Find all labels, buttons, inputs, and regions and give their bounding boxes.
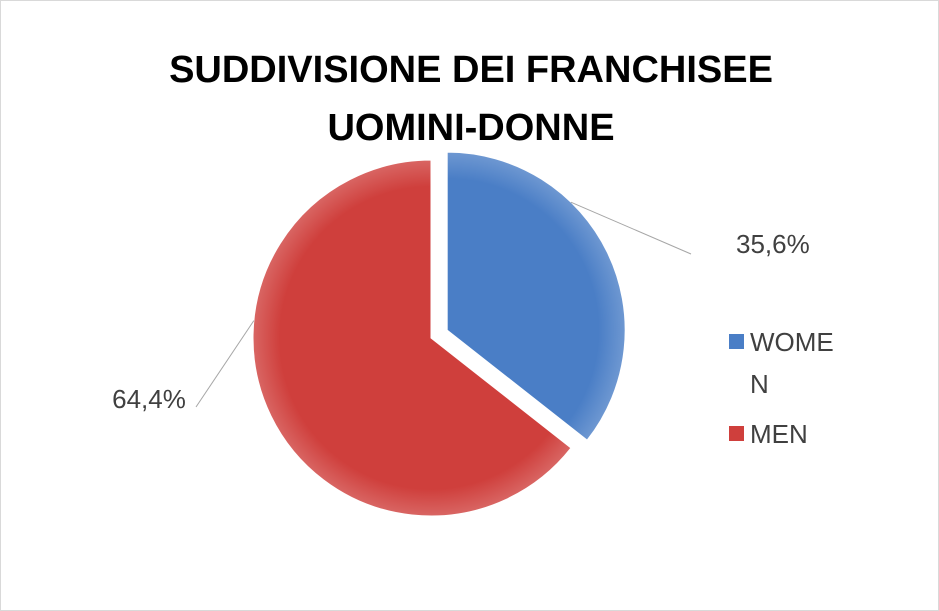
leader-line [570, 201, 692, 255]
chart-title: SUDDIVISIONE DEI FRANCHISEE UOMINI-DONNE [169, 49, 773, 149]
legend-label: MEN [750, 419, 808, 449]
pie-slice [446, 151, 626, 441]
leader-line [195, 320, 255, 408]
data-label: 64,4% [112, 384, 186, 414]
pie-slice [252, 159, 572, 517]
legend-swatch [729, 334, 744, 349]
legend-label: WOMEN [750, 327, 834, 399]
legend-item: WOMEN [729, 321, 850, 405]
data-label: 35,6% [736, 229, 810, 259]
legend-swatch [729, 426, 744, 441]
legend-item: MEN [729, 413, 850, 455]
